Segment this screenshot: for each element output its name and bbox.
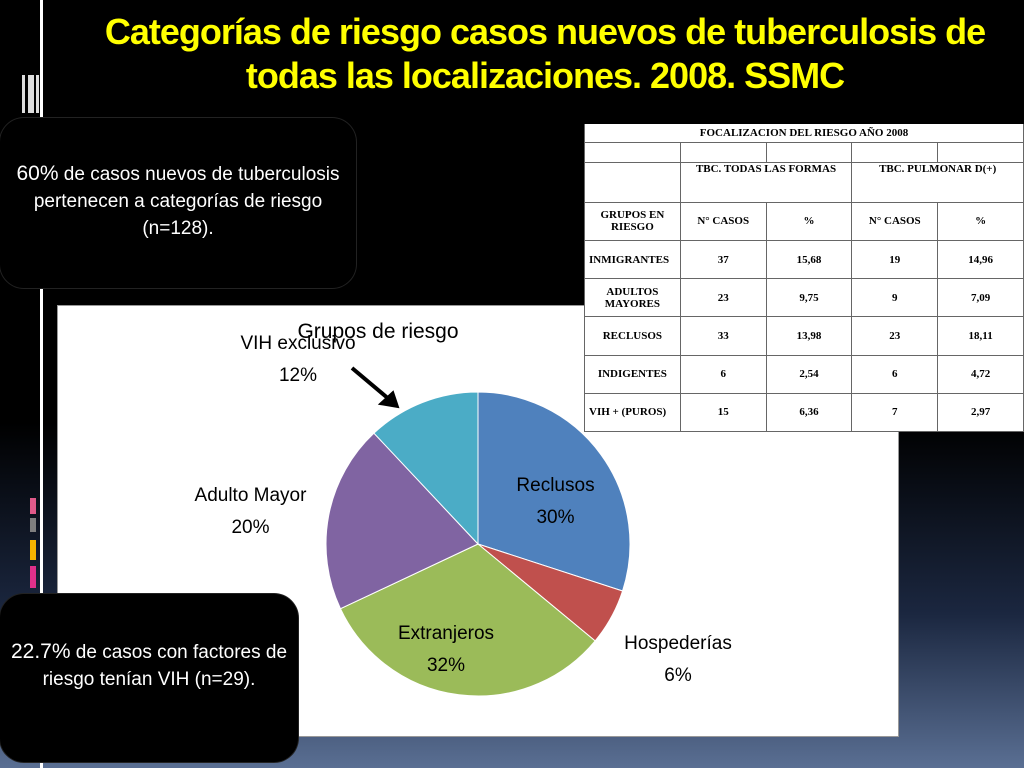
pie-slice-extranjeros [339, 543, 596, 697]
table-cell: 15 [679, 392, 767, 433]
table-cell: 9 [851, 278, 939, 318]
table-cell: 9,75 [765, 278, 853, 318]
column-header: GRUPOS EN RIESGO [584, 201, 681, 242]
table-cell: 19 [851, 240, 939, 280]
table-cell: 15,68 [765, 240, 853, 280]
pie-chart [325, 366, 631, 697]
table-cell: ADULTOS MAYORES [584, 278, 681, 318]
label-reclusos-value: 30% [536, 507, 575, 528]
table-row: VIH + (PUROS) 15 6,36 7 2,97 [584, 392, 1024, 433]
pie-slice-reclusos [477, 391, 631, 592]
table-cell: INMIGRANTES [584, 240, 681, 280]
group-header-pulmonary: TBC. PULMONAR D(+) [851, 161, 1024, 203]
table-cell: 6 [851, 354, 939, 394]
table-cell: 14,96 [937, 240, 1024, 280]
table-cell: 7,09 [937, 278, 1024, 318]
deco-bar [28, 75, 34, 113]
label-reclusos-name: Reclusos [516, 475, 595, 496]
table-cell: 2,54 [765, 354, 853, 394]
table-cell: 13,98 [765, 316, 853, 356]
deco-bar [22, 75, 25, 113]
risk-focalization-table: FOCALIZACION DEL RIESGO AÑO 2008 TBC. TO… [584, 124, 1024, 433]
pie-slice-adulto-mayor [325, 432, 479, 610]
table-cell: 23 [679, 278, 767, 318]
slide-title: Categorías de riesgo casos nuevos de tub… [104, 11, 986, 96]
table-row: RECLUSOS 33 13,98 23 18,11 [584, 316, 1024, 356]
table-row: ADULTOS MAYORES 23 9,75 9 7,09 [584, 278, 1024, 318]
table-row: INMIGRANTES 37 15,68 19 14,96 [584, 240, 1024, 280]
table-cell: 37 [679, 240, 767, 280]
callout-highlight: 22.7% [10, 640, 71, 663]
table-cell: 2,97 [937, 392, 1024, 433]
label-hospederias-name: Hospederías [624, 633, 732, 654]
table-heading: FOCALIZACION DEL RIESGO AÑO 2008 [584, 124, 1024, 143]
deco-bar [36, 75, 39, 113]
table-cell: 23 [851, 316, 939, 356]
deco-marker [30, 498, 36, 514]
table-cell: INDIGENTES [584, 354, 681, 394]
label-reclusos: Reclusos 30% [498, 470, 613, 534]
label-vih-name: VIH exclusivo [240, 333, 356, 354]
deco-marker [30, 540, 36, 560]
label-vih-value: 12% [278, 365, 318, 386]
table-row: INDIGENTES 6 2,54 6 4,72 [584, 354, 1024, 394]
callout-risk-categories: 60% de casos nuevos de tuberculosis pert… [0, 118, 356, 288]
table-cell: 7 [851, 392, 939, 433]
label-adulto-mayor-name: Adulto Mayor [194, 485, 307, 506]
arrow-icon [350, 366, 400, 409]
table-cell: 18,11 [937, 316, 1024, 356]
label-extranjeros: Extranjeros 32% [376, 618, 516, 682]
label-extranjeros-value: 32% [426, 655, 466, 676]
table-cell: 6 [679, 354, 767, 394]
label-adulto-mayor: Adulto Mayor 20% [168, 480, 333, 544]
table-cell: 4,72 [937, 354, 1024, 394]
column-header: N° CASOS [851, 201, 939, 242]
group-header-all-forms: TBC. TODAS LAS FORMAS [679, 161, 853, 203]
table-cell: RECLUSOS [584, 316, 681, 356]
column-header: % [937, 201, 1024, 242]
table-cell: 33 [679, 316, 767, 356]
label-hospederias: Hospederías 6% [603, 628, 753, 692]
table-cell: 6,36 [765, 392, 853, 433]
label-adulto-mayor-value: 20% [231, 517, 270, 538]
column-header: N° CASOS [679, 201, 767, 242]
callout-text: de casos con factores de riesgo tenían V… [42, 642, 288, 690]
column-header: % [765, 201, 853, 242]
deco-marker [30, 566, 36, 588]
callout-text: de casos nuevos de tuberculosis pertenec… [33, 164, 340, 239]
slide-left-border [40, 0, 43, 768]
callout-highlight: 60% [16, 162, 59, 185]
pie-slice-vih-exclusivo [373, 391, 479, 546]
label-extranjeros-name: Extranjeros [397, 623, 495, 644]
table-cell: VIH + (PUROS) [584, 392, 681, 433]
callout-vih: 22.7% de casos con factores de riesgo te… [0, 594, 298, 762]
deco-marker [30, 518, 36, 532]
chart-title: Grupos de riesgo [297, 320, 459, 343]
label-hospederias-value: 6% [664, 665, 692, 686]
label-vih: VIH exclusivo 12% [213, 328, 383, 392]
